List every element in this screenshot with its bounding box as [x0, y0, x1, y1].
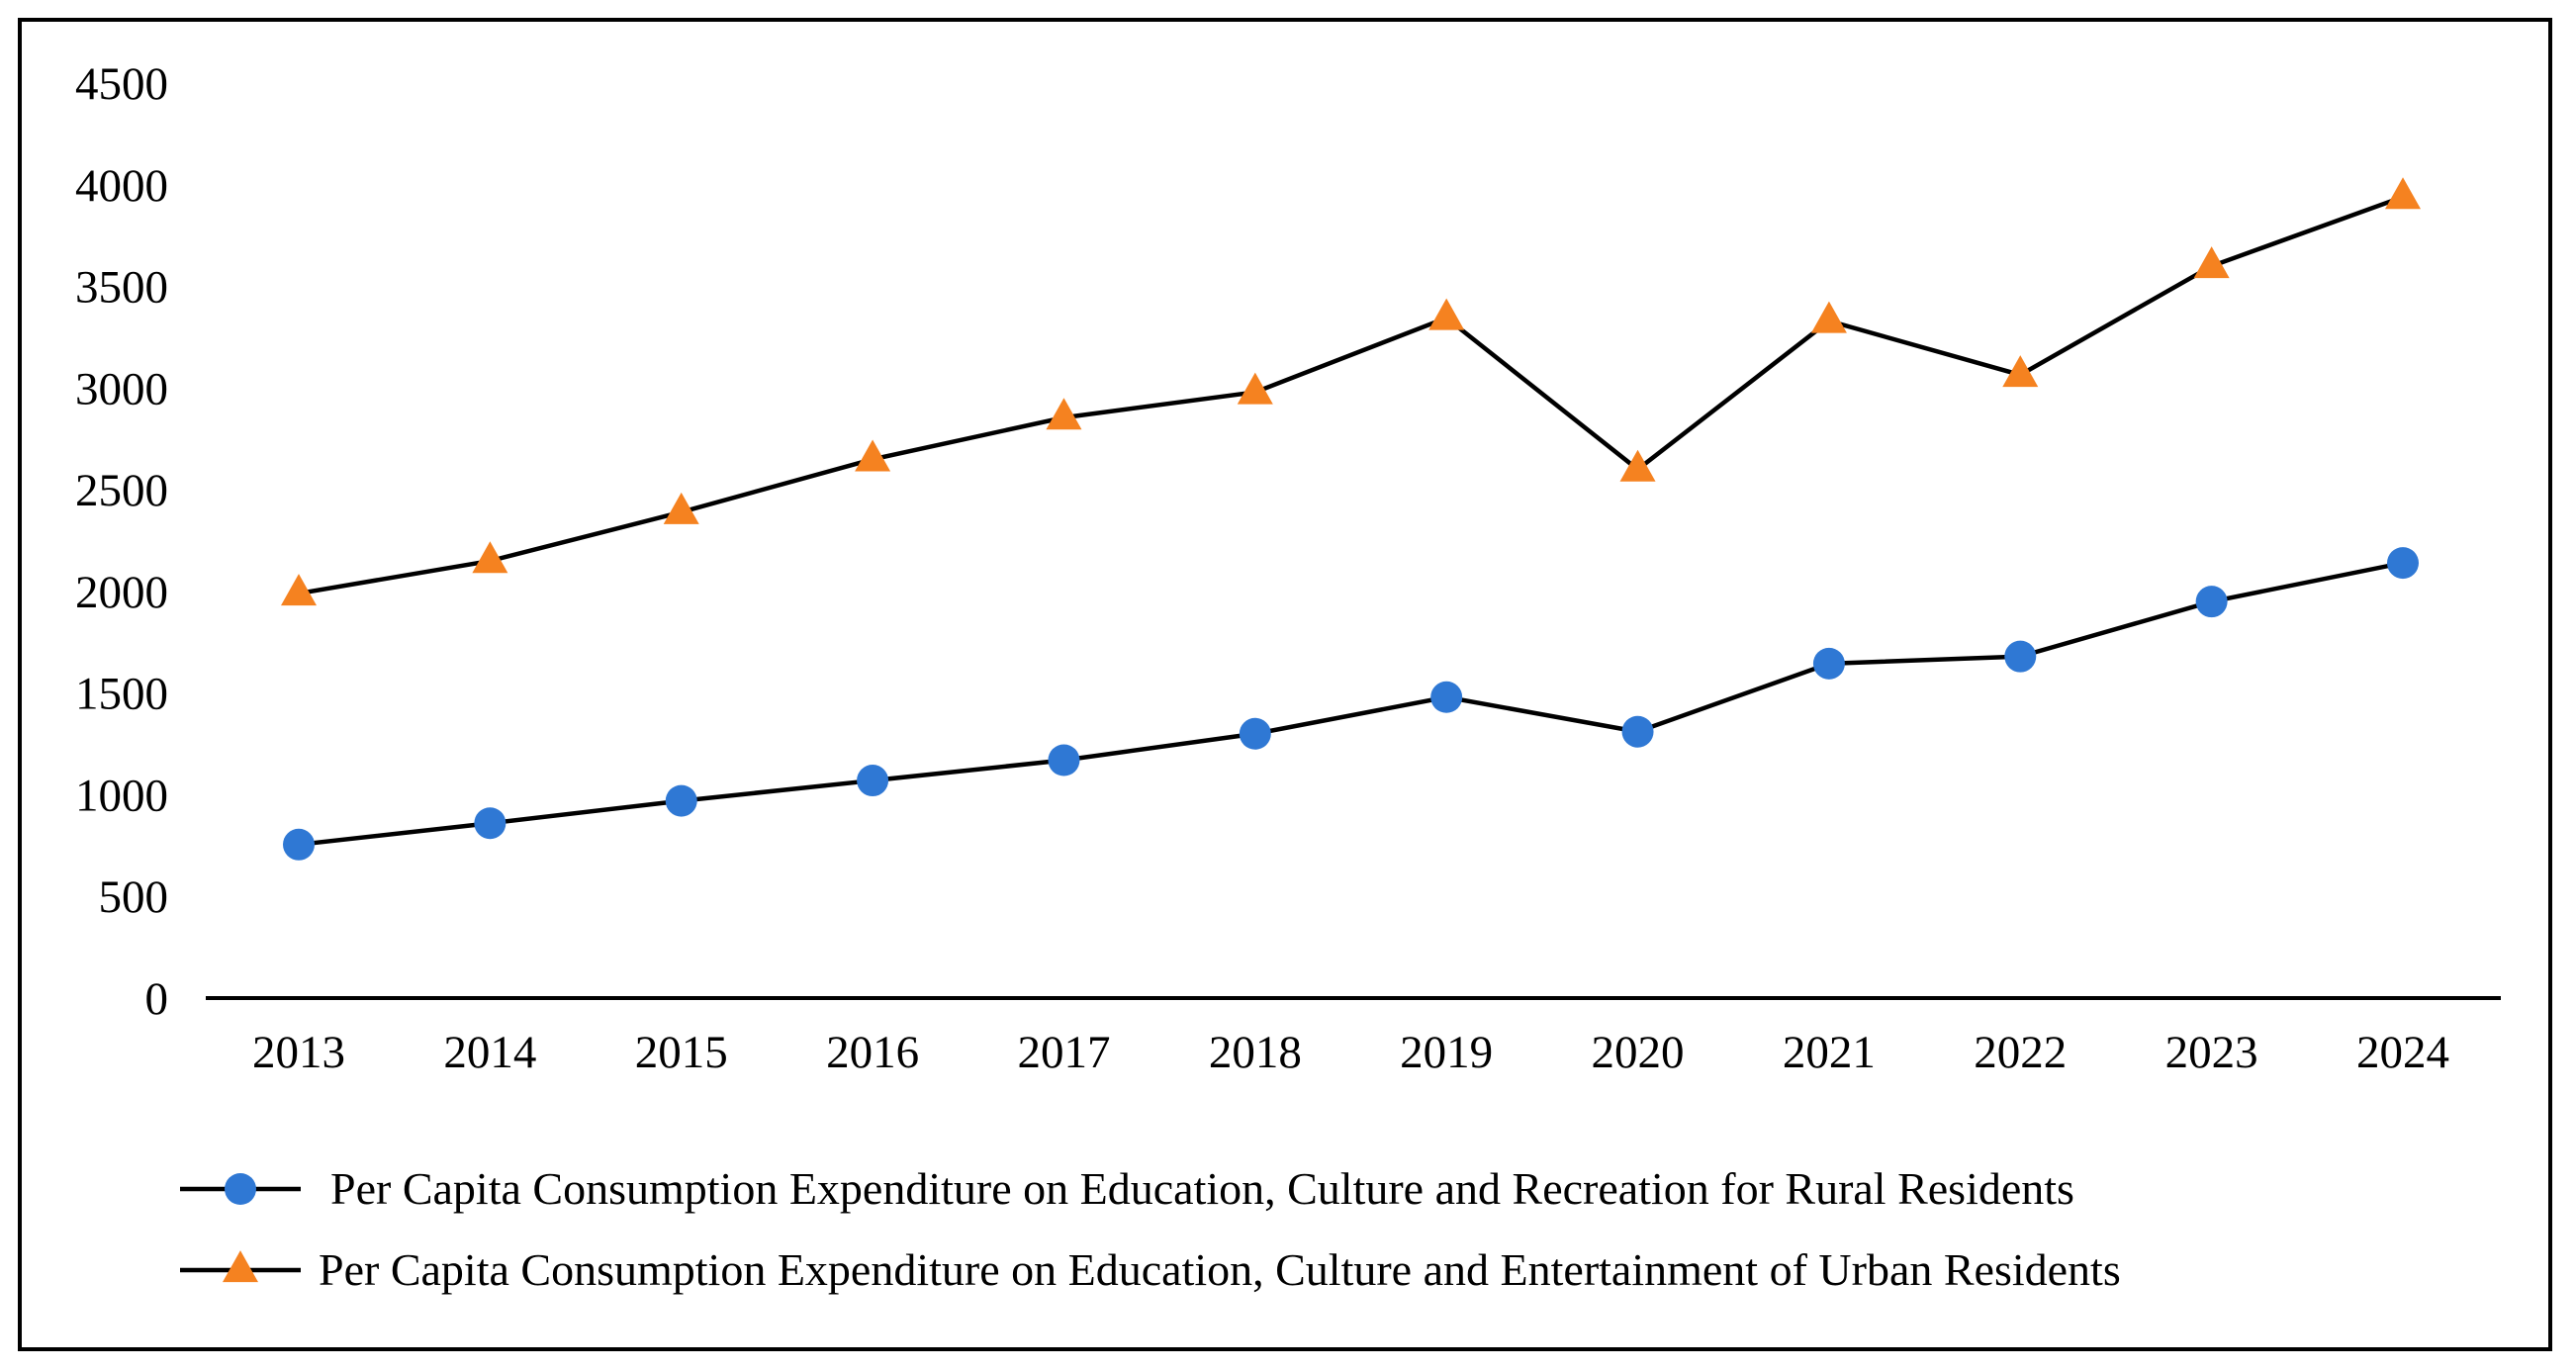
y-tick-label: 0 [145, 973, 169, 1025]
data-point [1430, 681, 1463, 713]
data-point [1812, 647, 1845, 680]
x-tick-label: 2013 [252, 1027, 345, 1078]
legend-label: Per Capita Consumption Expenditure on Ed… [319, 1244, 2121, 1295]
data-point [855, 439, 891, 472]
y-axis-ticks: 0 500 1000 1500 2000 2500 3000 3500 4000 4500 [75, 58, 168, 1025]
y-tick-label: 1500 [75, 669, 168, 720]
data-point [474, 807, 506, 840]
series-layer [281, 177, 2421, 861]
x-tick-label: 2018 [1209, 1027, 1302, 1078]
data-point [225, 1173, 256, 1205]
data-point [1048, 744, 1080, 777]
data-point [2193, 246, 2230, 279]
data-point [1428, 298, 1465, 330]
x-tick-label: 2022 [1974, 1027, 2067, 1078]
data-point [1239, 717, 1271, 750]
data-point [1046, 398, 1082, 430]
y-tick-label: 2000 [75, 567, 168, 618]
data-point [857, 765, 889, 797]
data-point [223, 1250, 258, 1283]
legend-entry-1: Per Capita Consumption Expenditure on Ed… [180, 1163, 2074, 1214]
y-tick-label: 4500 [75, 58, 168, 110]
x-axis-ticks: 2013 2014 2015 2016 2017 2018 2019 2020 2021 2022… [252, 1027, 2449, 1078]
data-point [665, 784, 697, 817]
data-point [1810, 301, 1847, 333]
series-1 [283, 547, 2419, 861]
y-tick-label: 2500 [75, 465, 168, 516]
y-tick-label: 1000 [75, 770, 168, 821]
data-point [1237, 372, 1273, 405]
y-tick-label: 500 [99, 871, 169, 923]
data-point [2195, 586, 2228, 618]
line-chart: 0 500 1000 1500 2000 2500 3000 3500 4000 4500 201… [75, 58, 2501, 1295]
x-tick-label: 2014 [443, 1027, 536, 1078]
data-point [1621, 715, 1654, 748]
x-tick-label: 2024 [2356, 1027, 2449, 1078]
x-tick-label: 2023 [2165, 1027, 2258, 1078]
data-point [2002, 355, 2039, 388]
data-point [283, 828, 315, 861]
chart-frame: 0 500 1000 1500 2000 2500 3000 3500 4000 4500 201… [18, 18, 2552, 1351]
y-tick-label: 3000 [75, 363, 168, 414]
data-point [2387, 547, 2419, 580]
data-point [2385, 177, 2421, 210]
series-2 [281, 177, 2421, 606]
series-line [298, 560, 2404, 848]
x-tick-label: 2021 [1783, 1027, 1876, 1078]
data-point [472, 541, 508, 574]
x-tick-label: 2017 [1017, 1027, 1110, 1078]
data-point [663, 492, 699, 524]
x-tick-label: 2016 [826, 1027, 919, 1078]
legend-label: Per Capita Consumption Expenditure on Ed… [330, 1163, 2074, 1214]
x-tick-label: 2015 [635, 1027, 728, 1078]
legend: Per Capita Consumption Expenditure on Ed… [180, 1163, 2121, 1295]
data-point [2004, 640, 2037, 673]
legend-entry-2: Per Capita Consumption Expenditure on Ed… [180, 1244, 2121, 1295]
y-tick-label: 4000 [75, 160, 168, 212]
series-line [298, 194, 2404, 596]
data-point [1619, 449, 1656, 482]
data-point [281, 574, 317, 606]
x-tick-label: 2019 [1400, 1027, 1493, 1078]
y-tick-label: 3500 [75, 262, 168, 314]
x-tick-label: 2020 [1592, 1027, 1685, 1078]
